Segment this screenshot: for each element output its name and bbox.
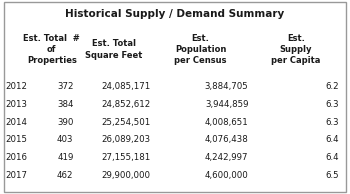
Text: 6.3: 6.3	[326, 100, 340, 109]
Text: 24,852,612: 24,852,612	[101, 100, 150, 109]
Text: Est. Total
Square Feet: Est. Total Square Feet	[85, 39, 142, 60]
Text: 29,900,000: 29,900,000	[102, 171, 150, 180]
Text: 403: 403	[57, 135, 74, 144]
Text: 384: 384	[57, 100, 74, 109]
Text: 4,600,000: 4,600,000	[205, 171, 248, 180]
Text: 3,884,705: 3,884,705	[205, 82, 248, 91]
Text: 6.2: 6.2	[326, 82, 340, 91]
Text: Est.
Supply
per Capita: Est. Supply per Capita	[271, 34, 321, 65]
Text: 2014: 2014	[5, 118, 27, 126]
Text: 4,008,651: 4,008,651	[205, 118, 248, 126]
Text: 27,155,181: 27,155,181	[101, 153, 150, 162]
Text: 3,944,859: 3,944,859	[205, 100, 248, 109]
Text: 6.3: 6.3	[326, 118, 340, 126]
Text: 372: 372	[57, 82, 74, 91]
Text: 25,254,501: 25,254,501	[101, 118, 150, 126]
Text: 2013: 2013	[5, 100, 27, 109]
Text: 2017: 2017	[5, 171, 27, 180]
Text: 390: 390	[57, 118, 74, 126]
FancyBboxPatch shape	[4, 2, 346, 192]
Text: 6.5: 6.5	[326, 171, 340, 180]
Text: 26,089,203: 26,089,203	[102, 135, 150, 144]
Text: 4,242,997: 4,242,997	[205, 153, 248, 162]
Text: Est.
Population
per Census: Est. Population per Census	[174, 34, 227, 65]
Text: Historical Supply / Demand Summary: Historical Supply / Demand Summary	[65, 9, 285, 19]
Text: 4,076,438: 4,076,438	[205, 135, 248, 144]
Text: 419: 419	[57, 153, 74, 162]
Text: 6.4: 6.4	[326, 135, 340, 144]
Text: 2012: 2012	[5, 82, 27, 91]
Text: 24,085,171: 24,085,171	[101, 82, 150, 91]
Text: Est. Total  #
of
Properties: Est. Total # of Properties	[23, 34, 80, 65]
Text: 2016: 2016	[5, 153, 27, 162]
Text: 462: 462	[57, 171, 74, 180]
Text: 2015: 2015	[5, 135, 27, 144]
Text: 6.4: 6.4	[326, 153, 340, 162]
